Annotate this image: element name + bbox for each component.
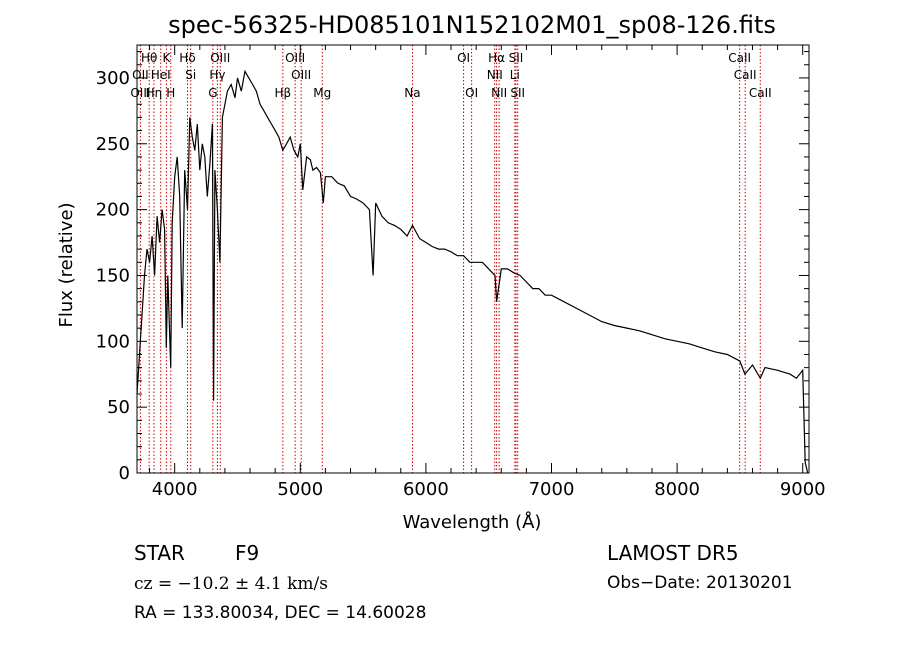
- axes: 4000 5000 6000 7000 8000 9000 0 50 100 150 200 250 3…: [96, 44, 826, 500]
- line-label: OI: [457, 51, 470, 65]
- x-tick-label: 5000: [277, 479, 323, 500]
- coordinates: RA = 133.80034, DEC = 14.60028: [134, 603, 427, 623]
- spectrum-line: [136, 69, 809, 474]
- plot-frame: [136, 44, 810, 474]
- x-axis-label: Wavelength (Å): [403, 511, 542, 533]
- line-label: OI: [465, 86, 478, 100]
- object-subclass: F9: [235, 541, 260, 565]
- y-tick-label: 250: [96, 134, 130, 155]
- spectrum-series: [136, 69, 809, 474]
- line-label: OIII: [130, 86, 150, 100]
- line-label: OII: [132, 68, 149, 82]
- line-label: Hη: [146, 86, 163, 100]
- line-label: Hθ: [141, 51, 157, 65]
- line-label: Hδ: [179, 51, 195, 65]
- velocity-readout: cz = −10.2 ± 4.1 km/s: [134, 574, 328, 594]
- line-label: NII: [491, 86, 507, 100]
- line-label: OIII: [285, 51, 305, 65]
- line-label: NII: [487, 68, 503, 82]
- x-tick-label: 6000: [403, 479, 449, 500]
- line-label: CaII: [728, 51, 751, 65]
- line-label: CaII: [734, 68, 757, 82]
- x-tick-label: 8000: [654, 479, 700, 500]
- line-label: Hα: [488, 51, 505, 65]
- object-type: STAR: [134, 541, 185, 565]
- y-tick-label: 200: [96, 200, 130, 221]
- line-label: K: [162, 51, 171, 65]
- line-markers: [139, 45, 761, 473]
- observation-date: Obs−Date: 20130201: [607, 573, 793, 593]
- line-label: CaII: [749, 86, 772, 100]
- line-label: Li: [510, 68, 520, 82]
- line-label: HeI: [151, 68, 171, 82]
- line-label: SII: [509, 51, 524, 65]
- line-label: H: [166, 86, 175, 100]
- x-tick-label: 4000: [152, 479, 198, 500]
- survey-name: LAMOST DR5: [607, 541, 739, 565]
- y-tick-label: 100: [96, 331, 130, 352]
- line-label: Hγ: [209, 68, 225, 82]
- line-label: Mg: [313, 86, 331, 100]
- y-tick-label: 50: [107, 397, 130, 418]
- line-label: Hβ: [274, 86, 291, 100]
- line-label: Si: [185, 68, 196, 82]
- line-label: G: [208, 86, 217, 100]
- y-tick-label: 150: [96, 265, 130, 286]
- line-label: Na: [404, 86, 420, 100]
- chart-title: spec-56325-HD085101N152102M01_sp08-126.f…: [168, 11, 776, 39]
- x-tick-label: 9000: [780, 479, 826, 500]
- y-axis-label: Flux (relative): [56, 202, 77, 327]
- line-label: OIII: [210, 51, 230, 65]
- line-label: SII: [510, 86, 525, 100]
- x-tick-label: 7000: [529, 479, 575, 500]
- line-label: OIII: [291, 68, 311, 82]
- y-tick-label: 0: [119, 463, 130, 484]
- y-tick-label: 300: [96, 68, 130, 89]
- line-annotations: Hθ K Hδ OIII OIII OI Hα SII CaII OII HeI Si Hγ OIII NI…: [130, 51, 771, 100]
